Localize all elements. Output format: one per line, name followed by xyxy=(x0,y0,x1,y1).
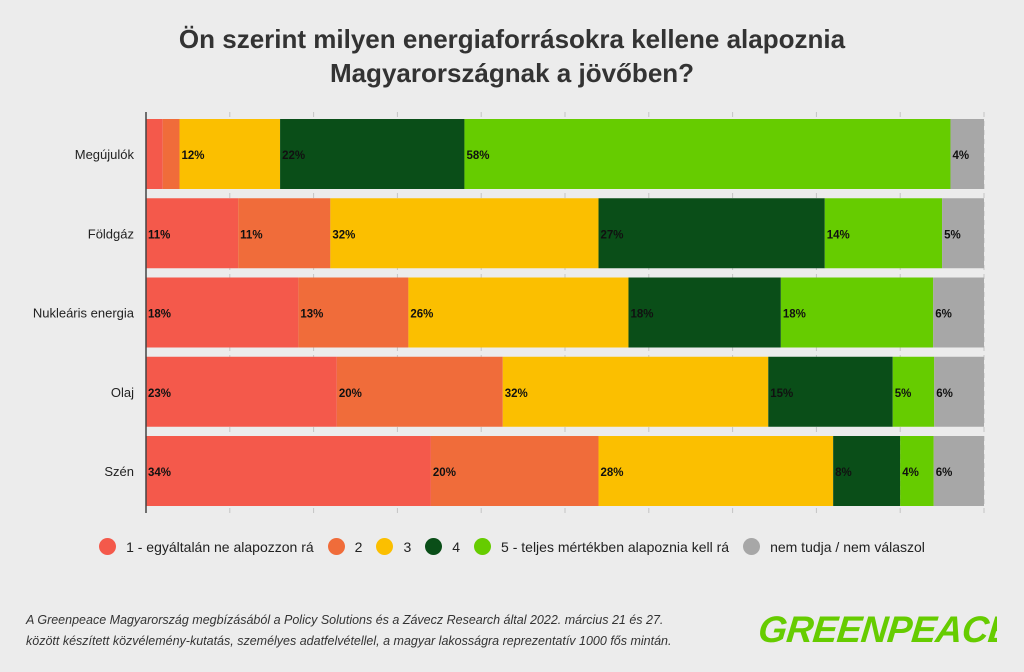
bar-segment xyxy=(502,356,769,427)
footnote-line-1: A Greenpeace Magyarország megbízásából a… xyxy=(26,613,664,627)
bar-segment xyxy=(824,198,943,269)
data-label: 27% xyxy=(601,229,624,241)
data-label: 20% xyxy=(433,467,456,479)
data-label: 26% xyxy=(410,309,433,321)
data-label: 20% xyxy=(339,388,362,400)
bar-segment xyxy=(430,436,599,506)
legend-swatch xyxy=(743,538,761,555)
chart-title-line-1: Ön szerint milyen energiaforrásokra kell… xyxy=(178,24,846,54)
bar-segment xyxy=(950,119,984,189)
data-label: 4% xyxy=(952,150,969,162)
data-label: 34% xyxy=(148,467,171,479)
bar-segment xyxy=(933,436,984,506)
greenpeace-logo-text: GREENPEACE xyxy=(757,608,997,650)
bar-segment xyxy=(892,356,935,427)
bar-segment xyxy=(628,277,781,348)
stacked-bar-chart: Megújulók 12% 22% 58% 4% Földgáz 11% 11% 32% 27% 1… xyxy=(33,112,985,513)
bar-segment xyxy=(933,277,984,348)
data-label: 5% xyxy=(944,229,961,241)
legend-swatch xyxy=(425,538,443,555)
bar-segment xyxy=(598,198,825,269)
bar-segment xyxy=(146,198,239,269)
legend-swatch xyxy=(99,538,117,555)
legend-swatch xyxy=(474,538,492,555)
category-label: Földgáz xyxy=(88,226,134,241)
category-label: Nukleáris energia xyxy=(33,306,135,321)
data-label: 6% xyxy=(936,388,953,400)
bar-segment xyxy=(934,356,984,427)
legend-label: 4 xyxy=(452,538,461,555)
legend-label: 1 - egyáltalán ne alapozzon rá xyxy=(126,538,314,555)
bar-segment xyxy=(833,436,901,506)
bar-segment xyxy=(146,436,431,506)
data-label: 5% xyxy=(895,388,912,400)
data-label: 58% xyxy=(466,150,489,162)
bar-segment xyxy=(336,356,503,427)
chart-title-line-2: Magyarországnak a jövőben? xyxy=(329,58,695,88)
bar-segment xyxy=(238,198,331,269)
legend-item: nem tudja / nem válaszol xyxy=(743,538,925,555)
data-label: 12% xyxy=(182,150,205,162)
bar-segment xyxy=(146,356,337,427)
legend-swatch xyxy=(376,538,394,555)
data-label: 14% xyxy=(827,229,850,241)
bar-segment xyxy=(942,198,984,269)
data-label: 11% xyxy=(148,229,170,241)
bar-segment xyxy=(330,198,599,269)
bar-segment xyxy=(780,277,934,348)
legend-label: 2 xyxy=(354,538,363,555)
bar-segment xyxy=(162,119,180,189)
bar-segment xyxy=(298,277,409,348)
data-label: 32% xyxy=(505,388,528,400)
bar-segment xyxy=(464,119,951,189)
category-label: Szén xyxy=(104,464,134,479)
bar-segment xyxy=(768,356,893,427)
data-label: 15% xyxy=(770,388,793,400)
category-label: Olaj xyxy=(111,385,134,400)
data-label: 11% xyxy=(240,229,262,241)
chart-legend: 1 - egyáltalán ne alapozzon rá 2 3 4 5 - tel… xyxy=(0,538,1024,555)
legend-item: 1 - egyáltalán ne alapozzon rá xyxy=(99,538,314,555)
bar-segment xyxy=(146,119,163,189)
data-label: 13% xyxy=(300,309,323,321)
data-label: 4% xyxy=(902,467,919,479)
footnote-line-2: között készített közvélemény-kutatás, sz… xyxy=(26,634,672,648)
data-label: 18% xyxy=(148,309,171,321)
data-label: 18% xyxy=(630,309,653,321)
legend-label: 3 xyxy=(403,538,412,555)
bar-segment xyxy=(598,436,834,506)
legend-item: 3 xyxy=(376,538,411,555)
legend-swatch xyxy=(327,538,345,555)
greenpeace-logo: GREENPEACE xyxy=(757,608,997,650)
data-label: 18% xyxy=(783,309,806,321)
footnote: A Greenpeace Magyarország megbízásából a… xyxy=(26,610,746,652)
bar-segment xyxy=(900,436,934,506)
data-label: 23% xyxy=(148,388,171,400)
data-label: 28% xyxy=(601,467,624,479)
data-label: 32% xyxy=(332,229,355,241)
data-label: 6% xyxy=(935,309,952,321)
data-label: 8% xyxy=(835,467,852,479)
legend-item: 4 xyxy=(425,538,460,555)
legend-label: 5 - teljes mértékben alapoznia kell rá xyxy=(501,538,730,555)
category-label: Megújulók xyxy=(75,147,135,162)
bar-segment xyxy=(146,277,299,348)
data-label: 22% xyxy=(282,150,305,162)
data-label: 6% xyxy=(936,467,953,479)
legend-item: 2 xyxy=(327,538,363,555)
bar-segment xyxy=(280,119,465,189)
bar-segment xyxy=(179,119,281,189)
legend-label: nem tudja / nem válaszol xyxy=(770,538,925,555)
legend-item: 5 - teljes mértékben alapoznia kell rá xyxy=(474,538,729,555)
bar-segment xyxy=(408,277,629,348)
chart-title: Ön szerint milyen energiaforrásokra kell… xyxy=(0,22,1024,90)
